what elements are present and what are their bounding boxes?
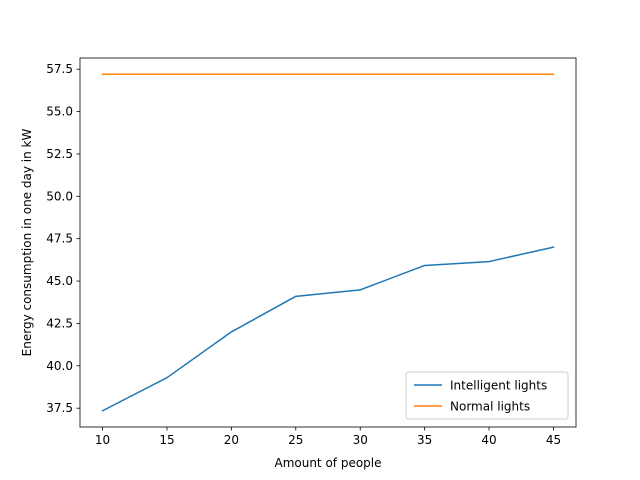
x-axis-label: Amount of people [274,456,381,470]
x-tick-label: 35 [417,433,432,447]
y-tick-label: 57.5 [46,62,73,76]
y-tick-label: 47.5 [46,232,73,246]
x-tick-label: 25 [288,433,303,447]
y-tick-label: 45.0 [46,274,73,288]
y-tick-label: 55.0 [46,105,73,119]
y-tick-label: 37.5 [46,401,73,415]
axes: 10 15 20 25 30 35 40 45 37.5 40.0 42.5 45.0 47.5 50.0… [46,57,577,447]
x-tick-label: 20 [224,433,239,447]
y-tick-label: 42.5 [46,316,73,330]
x-tick-label: 45 [546,433,561,447]
legend-box [405,371,569,420]
plot-area [101,73,555,412]
legend-label-normal-lights: Normal lights [450,400,530,414]
y-tick-label: 52.5 [46,147,73,161]
x-tick-label: 10 [95,433,110,447]
x-tick-label: 15 [159,433,174,447]
legend: Intelligent lights Normal lights [405,371,569,420]
series-line-intelligent-lights [101,246,555,412]
y-tick-label: 40.0 [46,359,73,373]
x-tick-label: 40 [481,433,496,447]
y-tick-label: 50.0 [46,189,73,203]
x-tick-label: 30 [353,433,368,447]
legend-label-intelligent-lights: Intelligent lights [450,379,547,393]
y-axis-label: Energy consumption in one day in kW [20,129,34,357]
axes-frame [79,57,577,428]
